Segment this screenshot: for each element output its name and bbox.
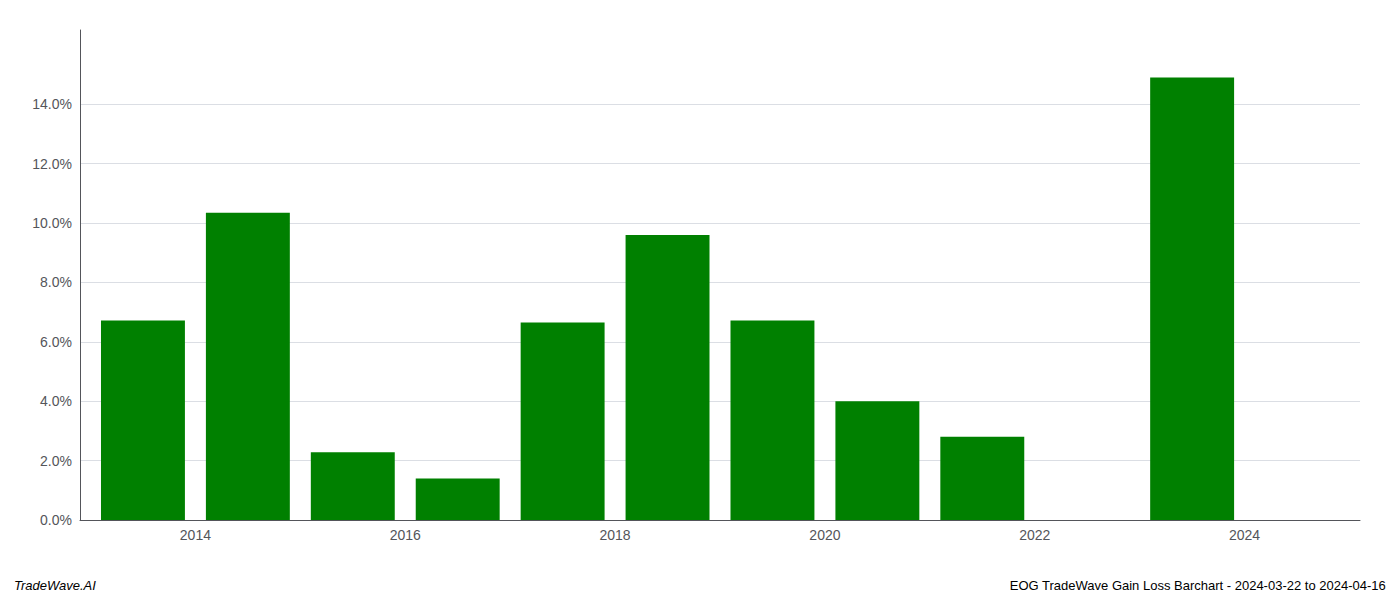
svg-text:2.0%: 2.0% [40, 453, 72, 469]
svg-text:2018: 2018 [600, 527, 631, 543]
svg-text:2016: 2016 [390, 527, 421, 543]
svg-text:0.0%: 0.0% [40, 512, 72, 528]
svg-text:14.0%: 14.0% [32, 96, 72, 112]
svg-text:2024: 2024 [1229, 527, 1260, 543]
svg-text:2020: 2020 [809, 527, 840, 543]
svg-text:2022: 2022 [1019, 527, 1050, 543]
svg-text:EOG TradeWave Gain Loss Barcha: EOG TradeWave Gain Loss Barchart - 2024-… [1010, 578, 1386, 593]
svg-text:TradeWave.AI: TradeWave.AI [14, 578, 96, 593]
svg-text:12.0%: 12.0% [32, 156, 72, 172]
svg-text:6.0%: 6.0% [40, 334, 72, 350]
svg-text:4.0%: 4.0% [40, 393, 72, 409]
svg-text:2014: 2014 [180, 527, 211, 543]
svg-text:10.0%: 10.0% [32, 215, 72, 231]
svg-text:8.0%: 8.0% [40, 274, 72, 290]
